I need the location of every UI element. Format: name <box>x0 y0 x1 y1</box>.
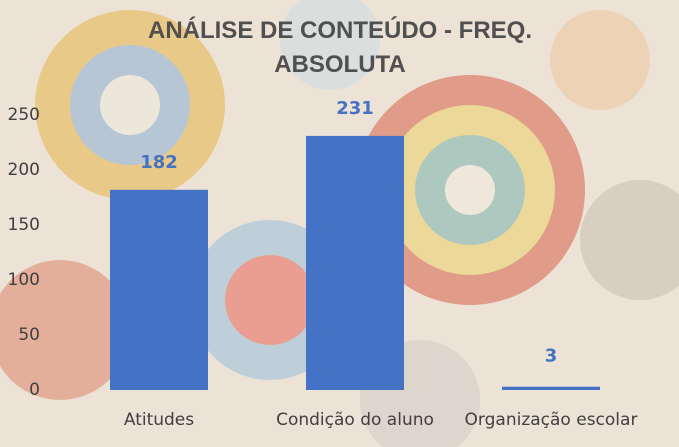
bar <box>110 189 208 390</box>
data-label: 231 <box>336 98 374 119</box>
y-tick-label: 100 <box>8 270 40 290</box>
data-label: 182 <box>140 152 178 173</box>
data-label: 3 <box>545 346 558 367</box>
y-tick-label: 150 <box>8 215 40 235</box>
bar <box>502 386 600 390</box>
x-tick-label: Condição do aluno <box>276 410 434 430</box>
y-tick-label: 50 <box>18 325 40 345</box>
x-tick-label: Organização escolar <box>465 410 638 430</box>
y-tick-label: 200 <box>8 160 40 180</box>
x-tick-label: Atitudes <box>124 410 194 430</box>
y-tick-label: 250 <box>8 105 40 125</box>
bar <box>306 135 404 390</box>
chart-title: ANÁLISE DE CONTEÚDO - FREQ. ABSOLUTA <box>147 17 532 78</box>
y-tick-label: 0 <box>29 380 40 400</box>
